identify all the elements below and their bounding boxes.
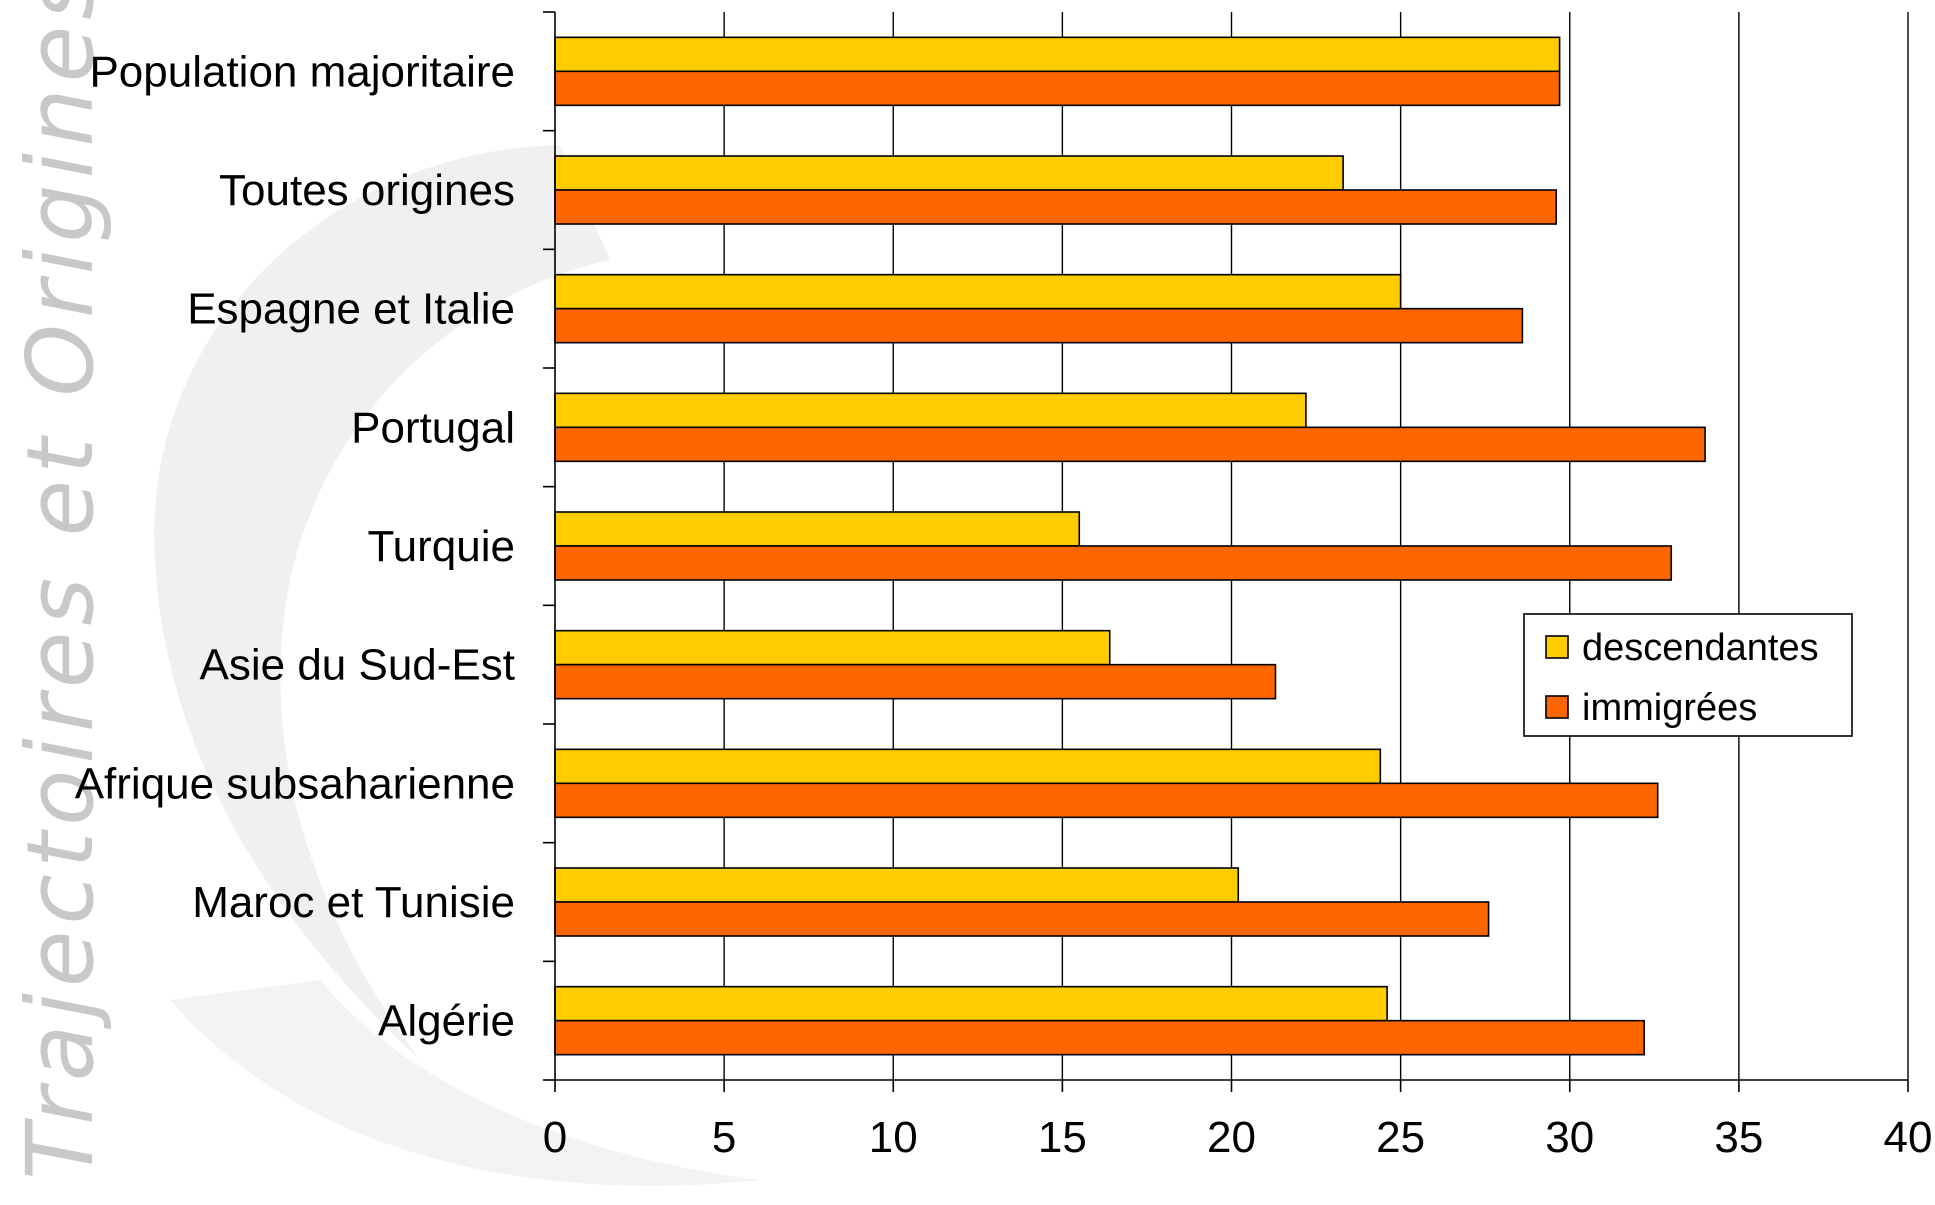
category-label-maroc-et-tunisie: Maroc et Tunisie (192, 878, 515, 927)
bar-algerie-immigrees (554, 1019, 1645, 1056)
category-label-afrique-subsaharienne: Afrique subsaharienne (75, 759, 515, 808)
bar-population-majoritaire-descendantes (554, 36, 1561, 73)
legend-label-immigrees: immigrées (1582, 687, 1757, 729)
bars (554, 36, 1706, 1056)
watermark-swoosh (154, 145, 610, 1060)
category-label-toutes-origines: Toutes origines (219, 166, 515, 215)
legend-label-descendantes: descendantes (1582, 627, 1819, 669)
x-tick-label-10: 10 (869, 1113, 918, 1162)
bar-maroc-et-tunisie-immigrees (554, 901, 1490, 937)
bar-asie-du-sud-est-immigrees (554, 663, 1277, 700)
bar-portugal-immigrees (554, 426, 1706, 463)
x-tick-label-5: 5 (712, 1113, 736, 1162)
legend: descendantes immigrées (1523, 613, 1853, 737)
category-label-espagne-et-italie: Espagne et Italie (187, 285, 515, 334)
bar-afrique-subsaharienne-descendantes (554, 748, 1382, 785)
x-tick-label-15: 15 (1038, 1113, 1087, 1162)
category-label-turquie: Turquie (367, 522, 515, 571)
category-label-population-majoritaire: Population majoritaire (89, 47, 515, 96)
x-tick-label-20: 20 (1207, 1113, 1256, 1162)
category-labels: Population majoritaire Toutes origines Esp… (75, 47, 515, 1045)
bar-portugal-descendantes (554, 392, 1307, 429)
bar-algerie-descendantes (554, 985, 1388, 1022)
x-tick-label-25: 25 (1376, 1113, 1425, 1162)
bar-maroc-et-tunisie-descendantes (554, 867, 1240, 903)
x-tick-label-30: 30 (1545, 1113, 1594, 1162)
legend-swatch-immigrees (1545, 695, 1569, 719)
bar-turquie-descendantes (554, 511, 1081, 547)
x-tick-label-35: 35 (1714, 1113, 1763, 1162)
watermark-text: Trajectoires et Origines (7, 0, 114, 1180)
bar-toutes-origines-immigrees (554, 189, 1558, 225)
category-label-asie-du-sud-est: Asie du Sud-Est (200, 641, 516, 690)
bar-toutes-origines-descendantes (554, 155, 1344, 191)
legend-swatch-descendantes (1545, 635, 1569, 659)
watermark: Trajectoires et Origines (7, 0, 760, 1186)
x-tick-label-40: 40 (1884, 1113, 1933, 1162)
category-label-portugal: Portugal (351, 403, 515, 452)
category-label-algerie: Algérie (378, 997, 515, 1046)
bar-espagne-et-italie-descendantes (554, 273, 1402, 310)
bar-asie-du-sud-est-descendantes (554, 629, 1111, 666)
watermark-swoosh-lower (170, 980, 760, 1186)
x-tick-label-0: 0 (543, 1113, 567, 1162)
bar-population-majoritaire-immigrees (554, 70, 1561, 107)
legend-box (1523, 613, 1853, 737)
bar-afrique-subsaharienne-immigrees (554, 782, 1659, 819)
bar-espagne-et-italie-immigrees (554, 307, 1524, 344)
x-tick-labels: 0 5 10 15 20 25 30 35 40 (543, 1113, 1933, 1162)
bar-turquie-immigrees (554, 545, 1673, 581)
axes (543, 11, 1909, 1092)
